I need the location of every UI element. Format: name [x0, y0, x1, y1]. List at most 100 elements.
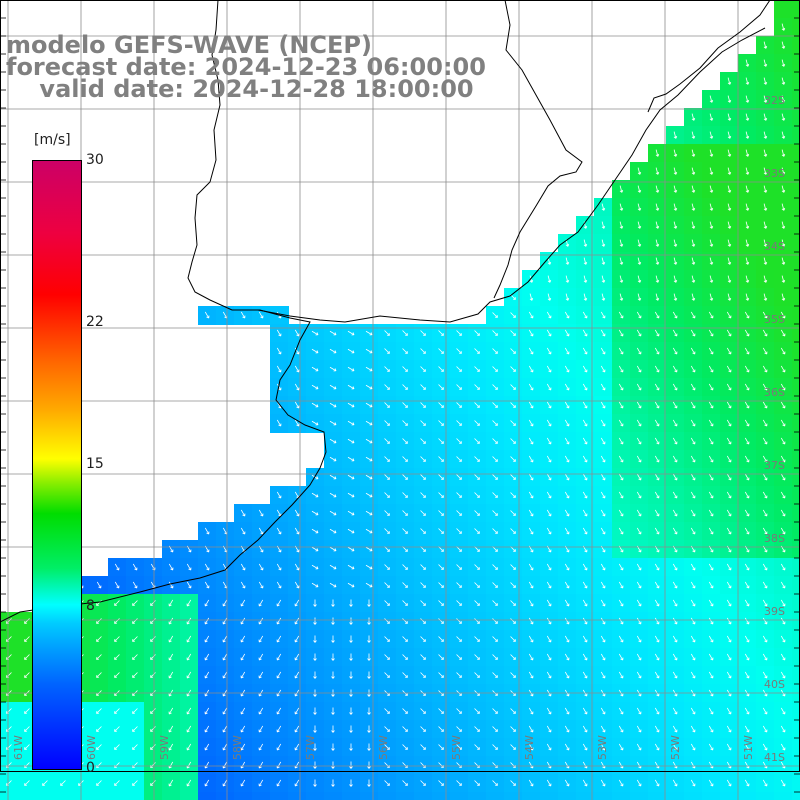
wind-arrow — [600, 509, 606, 517]
wind-arrow — [672, 437, 678, 445]
field-cell — [306, 594, 325, 613]
wind-arrow — [168, 563, 174, 571]
wind-arrow — [438, 456, 444, 462]
wind-arrow — [474, 492, 480, 498]
wind-arrow — [547, 293, 552, 301]
wind-arrow — [637, 293, 642, 301]
wind-arrow — [781, 149, 786, 157]
field-cell — [342, 612, 361, 631]
field-cell — [504, 792, 523, 800]
wind-arrow — [384, 438, 390, 444]
field-cell — [198, 594, 217, 613]
lon-label: 54W — [523, 735, 536, 760]
wind-arrow — [763, 59, 768, 67]
field-cell — [180, 684, 199, 703]
wind-arrow — [636, 473, 642, 481]
wind-arrow — [402, 726, 408, 732]
field-cell — [792, 594, 800, 613]
wind-arrow — [276, 581, 282, 589]
field-cell — [792, 270, 800, 289]
field-cell — [324, 666, 343, 685]
field-cell — [162, 756, 181, 775]
lon-label: 60W — [85, 735, 98, 760]
wind-arrow — [636, 329, 642, 337]
wind-arrow — [367, 617, 371, 625]
wind-arrow — [510, 708, 516, 714]
field-cell — [198, 738, 217, 757]
field-cell — [90, 594, 109, 613]
wind-arrow — [619, 239, 624, 247]
wind-arrow — [347, 330, 355, 336]
wind-arrow — [709, 113, 714, 121]
wind-arrow — [402, 438, 408, 444]
wind-arrow — [168, 671, 174, 679]
field-cell — [792, 198, 800, 217]
wind-arrow — [564, 527, 570, 535]
wind-arrow — [528, 419, 534, 427]
wind-arrow — [529, 293, 534, 301]
wind-arrow — [311, 510, 319, 516]
field-cell — [792, 378, 800, 397]
coastline-lagoon — [493, 0, 583, 299]
wind-arrow — [349, 635, 353, 643]
field-cell — [180, 756, 199, 775]
wind-arrow — [781, 41, 786, 49]
wind-arrow — [347, 438, 355, 444]
wind-arrow — [367, 761, 371, 769]
field-cell — [54, 792, 73, 800]
wind-arrow — [492, 438, 498, 444]
wind-arrow — [582, 347, 588, 355]
wind-arrow — [600, 491, 606, 499]
wind-arrow — [510, 528, 516, 534]
wind-arrow — [258, 581, 264, 589]
wind-arrow — [654, 635, 660, 643]
wind-arrow — [492, 654, 498, 660]
wind-arrow — [402, 402, 408, 408]
wind-arrow — [582, 311, 588, 319]
wind-arrow — [745, 131, 750, 139]
wind-arrow — [365, 348, 373, 354]
wind-arrow — [726, 311, 732, 319]
wind-arrow — [456, 600, 462, 606]
wind-arrow — [546, 311, 552, 319]
wind-arrow — [636, 311, 642, 319]
wind-arrow — [726, 653, 732, 661]
wind-arrow — [600, 671, 606, 679]
wind-arrow — [240, 617, 246, 625]
wind-arrow — [528, 581, 534, 589]
wind-arrow — [780, 437, 786, 445]
field-cell — [234, 612, 253, 631]
wind-arrow — [311, 564, 319, 570]
wind-arrow — [492, 492, 498, 498]
field-cell — [342, 720, 361, 739]
wind-arrow — [708, 365, 714, 373]
wind-arrow — [709, 221, 714, 229]
wind-arrow — [331, 653, 335, 661]
field-cell — [90, 684, 109, 703]
wind-arrow — [276, 635, 282, 643]
wind-arrow — [294, 347, 300, 355]
field-cell — [306, 738, 325, 757]
grid-labels: 32S 33S 34S 35S 36S 37S 38S 39S 40S 41S 61W 60W 59W 5… — [12, 94, 785, 764]
wind-arrow — [186, 725, 192, 733]
wind-arrow — [347, 384, 355, 390]
wind-arrow — [420, 420, 426, 426]
wind-arrow — [311, 348, 319, 354]
wind-arrow — [691, 257, 696, 265]
wind-arrow — [114, 654, 120, 660]
wind-arrow — [763, 275, 768, 283]
wind-arrow — [528, 779, 534, 787]
wind-arrow — [528, 653, 534, 661]
wind-arrow — [456, 708, 462, 714]
wind-arrow — [365, 546, 373, 552]
wind-arrow — [349, 653, 353, 661]
field-cell — [216, 702, 235, 721]
wind-arrow — [349, 671, 353, 679]
wind-arrow — [204, 563, 210, 571]
wind-arrow — [564, 581, 570, 589]
field-cell — [144, 756, 163, 775]
wind-arrow — [258, 311, 264, 319]
wind-arrow — [347, 492, 355, 498]
wind-arrow — [762, 347, 768, 355]
